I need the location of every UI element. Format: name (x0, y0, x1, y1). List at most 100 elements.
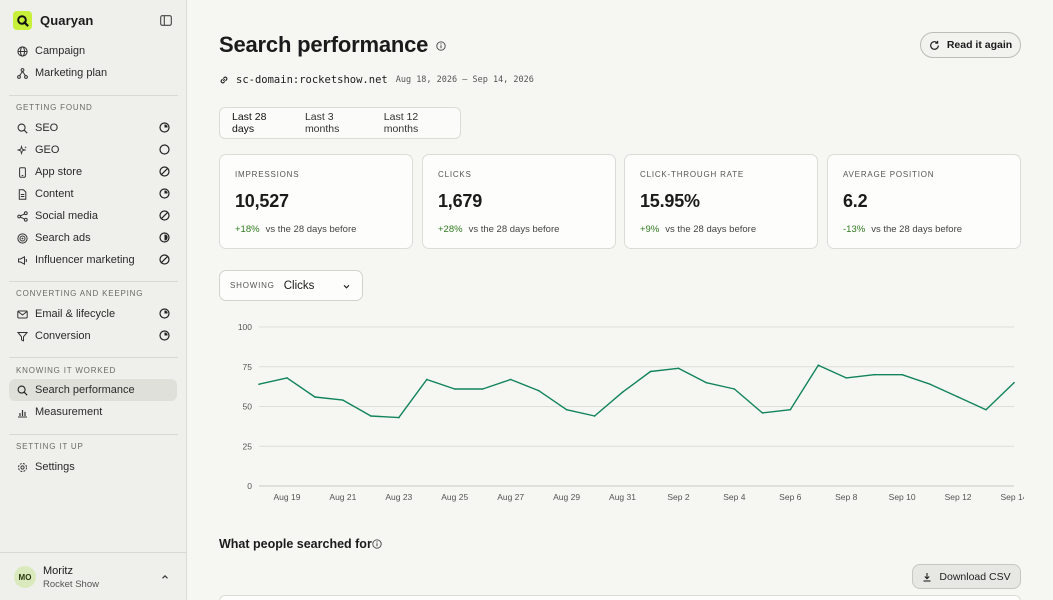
sidebar-item-seo[interactable]: SEO (9, 117, 177, 139)
sparkle-icon (16, 144, 28, 156)
x-tick-label: Aug 31 (609, 492, 636, 502)
sidebar-item-conversion[interactable]: Conversion (9, 325, 177, 347)
metric-label: CLICK-THROUGH RATE (640, 170, 745, 179)
sidebar-item-email-lifecycle[interactable]: Email & lifecycle (9, 303, 177, 325)
data-point (509, 378, 512, 381)
data-point (649, 370, 652, 373)
tab-last-28-days[interactable]: Last 28 days (232, 111, 267, 135)
metric-note: vs the 28 days before (468, 224, 560, 235)
metric-label: IMPRESSIONS (235, 170, 300, 179)
x-tick-label: Aug 25 (441, 492, 468, 502)
x-tick-label: Aug 23 (385, 492, 412, 502)
x-tick-label: Sep 6 (779, 492, 801, 502)
metric-card-clicks: CLICKS 1,679 +28% vs the 28 days before (422, 154, 616, 249)
info-icon[interactable] (436, 41, 446, 51)
metric-delta: -13% (843, 224, 866, 235)
data-point (398, 416, 400, 419)
sidebar-item-marketing-plan[interactable]: Marketing plan (9, 62, 177, 84)
y-tick-label: 25 (243, 441, 253, 451)
metric-delta: +9% (640, 224, 660, 235)
skipped-icon (159, 254, 170, 265)
user-name: Moritz (43, 565, 73, 577)
section-label: GETTING FOUND (16, 103, 93, 112)
chevron-up-icon[interactable] (160, 572, 170, 582)
data-point (733, 388, 736, 390)
domain-row: sc-domain:rocketshow.net Aug 18, 2026 – … (219, 74, 534, 86)
sidebar-item-label: Measurement (35, 406, 103, 418)
sidebar-item-campaign[interactable]: Campaign (9, 40, 177, 62)
target-icon (16, 232, 28, 244)
data-point (537, 389, 540, 392)
sidebar-item-label: Influencer marketing (35, 254, 135, 266)
tab-last-12-months[interactable]: Last 12 months (383, 111, 419, 135)
sidebar-item-label: SEO (35, 122, 59, 134)
metric-label: AVERAGE POSITION (843, 170, 935, 179)
sidebar-item-label: GEO (35, 144, 60, 156)
mail-icon (16, 308, 28, 320)
globe-icon (16, 45, 28, 57)
data-point (565, 408, 568, 411)
share-icon (16, 210, 28, 222)
info-icon[interactable] (372, 539, 382, 549)
user-menu[interactable]: MO Moritz Rocket Show (0, 552, 186, 600)
data-point (845, 377, 848, 379)
sidebar-item-search-ads[interactable]: Search ads (9, 227, 177, 249)
sidebar-toggle-icon[interactable] (158, 12, 174, 28)
x-tick-label: Sep 2 (667, 492, 689, 502)
x-tick-label: Aug 27 (497, 492, 524, 502)
data-point (1013, 381, 1015, 384)
avatar: MO (14, 566, 36, 588)
download-csv-button[interactable]: Download CSV (912, 564, 1021, 589)
sidebar-item-label: Social media (35, 210, 98, 222)
x-tick-label: Sep 8 (835, 492, 857, 502)
section-label: CONVERTING AND KEEPING (16, 289, 144, 298)
x-tick-label: Aug 29 (553, 492, 580, 502)
queries-table (219, 595, 1021, 600)
y-tick-label: 50 (243, 402, 253, 412)
sidebar: Quaryan Campaign Marketing plan GETTING … (0, 0, 187, 600)
tab-last-3-months[interactable]: Last 3 months (304, 111, 340, 135)
metric-select[interactable]: SHOWING Clicks (219, 270, 363, 301)
progress-partial-icon (159, 308, 170, 319)
data-point (453, 388, 456, 390)
sidebar-item-social-media[interactable]: Social media (9, 205, 177, 227)
metric-card-impressions: IMPRESSIONS 10,527 +18% vs the 28 days be… (219, 154, 413, 249)
sidebar-item-label: Marketing plan (35, 67, 108, 79)
read-again-button[interactable]: Read it again (920, 32, 1021, 58)
sidebar-item-influencer-marketing[interactable]: Influencer marketing (9, 249, 177, 271)
sidebar-item-content[interactable]: Content (9, 183, 177, 205)
x-tick-label: Sep 10 (889, 492, 916, 502)
data-point (901, 373, 903, 376)
user-org: Rocket Show (43, 579, 99, 590)
sidebar-item-label: Search performance (35, 384, 135, 396)
sidebar-item-geo[interactable]: GEO (9, 139, 177, 161)
bar-chart-icon (16, 406, 28, 418)
sidebar-item-app-store[interactable]: App store (9, 161, 177, 183)
refresh-icon (929, 40, 940, 51)
sidebar-item-label: Email & lifecycle (35, 308, 116, 320)
x-tick-label: Sep 4 (723, 492, 745, 502)
metric-delta: +18% (235, 224, 260, 235)
section-label: SETTING IT UP (16, 442, 84, 451)
link-icon (219, 75, 229, 85)
not-started-icon (159, 144, 170, 155)
showing-value: Clicks (283, 279, 315, 292)
document-icon (16, 188, 28, 200)
brand[interactable]: Quaryan (13, 11, 93, 30)
y-tick-label: 75 (243, 362, 253, 372)
period-tabs: Last 28 days Last 3 months Last 12 month… (219, 107, 461, 139)
sidebar-item-settings[interactable]: Settings (9, 456, 177, 478)
metric-note: vs the 28 days before (265, 224, 357, 235)
data-point (677, 367, 680, 370)
sidebar-item-measurement[interactable]: Measurement (9, 401, 177, 423)
data-point (705, 381, 708, 384)
read-again-label: Read it again (946, 39, 1013, 51)
sidebar-item-search-performance[interactable]: Search performance (9, 379, 177, 401)
data-point (258, 383, 260, 386)
chart-svg: 0 25 50 75 100 Aug 19 Aug 21 Aug 23 Aug 25 Aug 27… (238, 322, 1024, 502)
gear-icon (16, 461, 28, 473)
divider (9, 281, 178, 282)
data-point (342, 399, 344, 401)
x-tick-label: Sep 14 (1001, 492, 1024, 502)
metric-card-ctr: CLICK-THROUGH RATE 15.95% +9% vs the 28 d… (624, 154, 818, 249)
